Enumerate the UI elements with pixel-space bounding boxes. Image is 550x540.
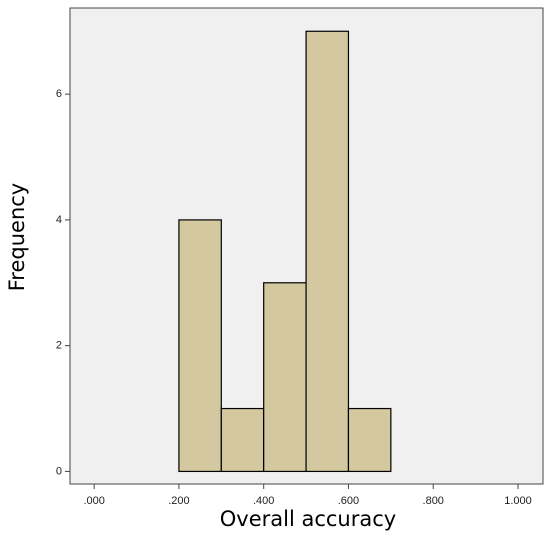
bar [178,219,222,473]
x-tick-label: 1.000 [504,495,532,507]
y-tick-label: 4 [56,214,62,226]
bar [220,407,265,473]
y-axis-title: Frequency [5,183,29,292]
y-tick-label: 6 [56,88,62,100]
bar [263,282,307,473]
x-tick-label: .200 [168,495,189,507]
y-tick-label: 0 [56,465,62,477]
bar [305,30,350,473]
x-axis-title: Overall accuracy [220,507,396,531]
x-tick-label: .600 [338,495,359,507]
bar [347,407,392,473]
y-tick-label: 2 [56,340,62,352]
x-tick-label: .400 [253,495,274,507]
x-tick-label: .000 [83,495,104,507]
x-tick-label: .800 [423,495,444,507]
